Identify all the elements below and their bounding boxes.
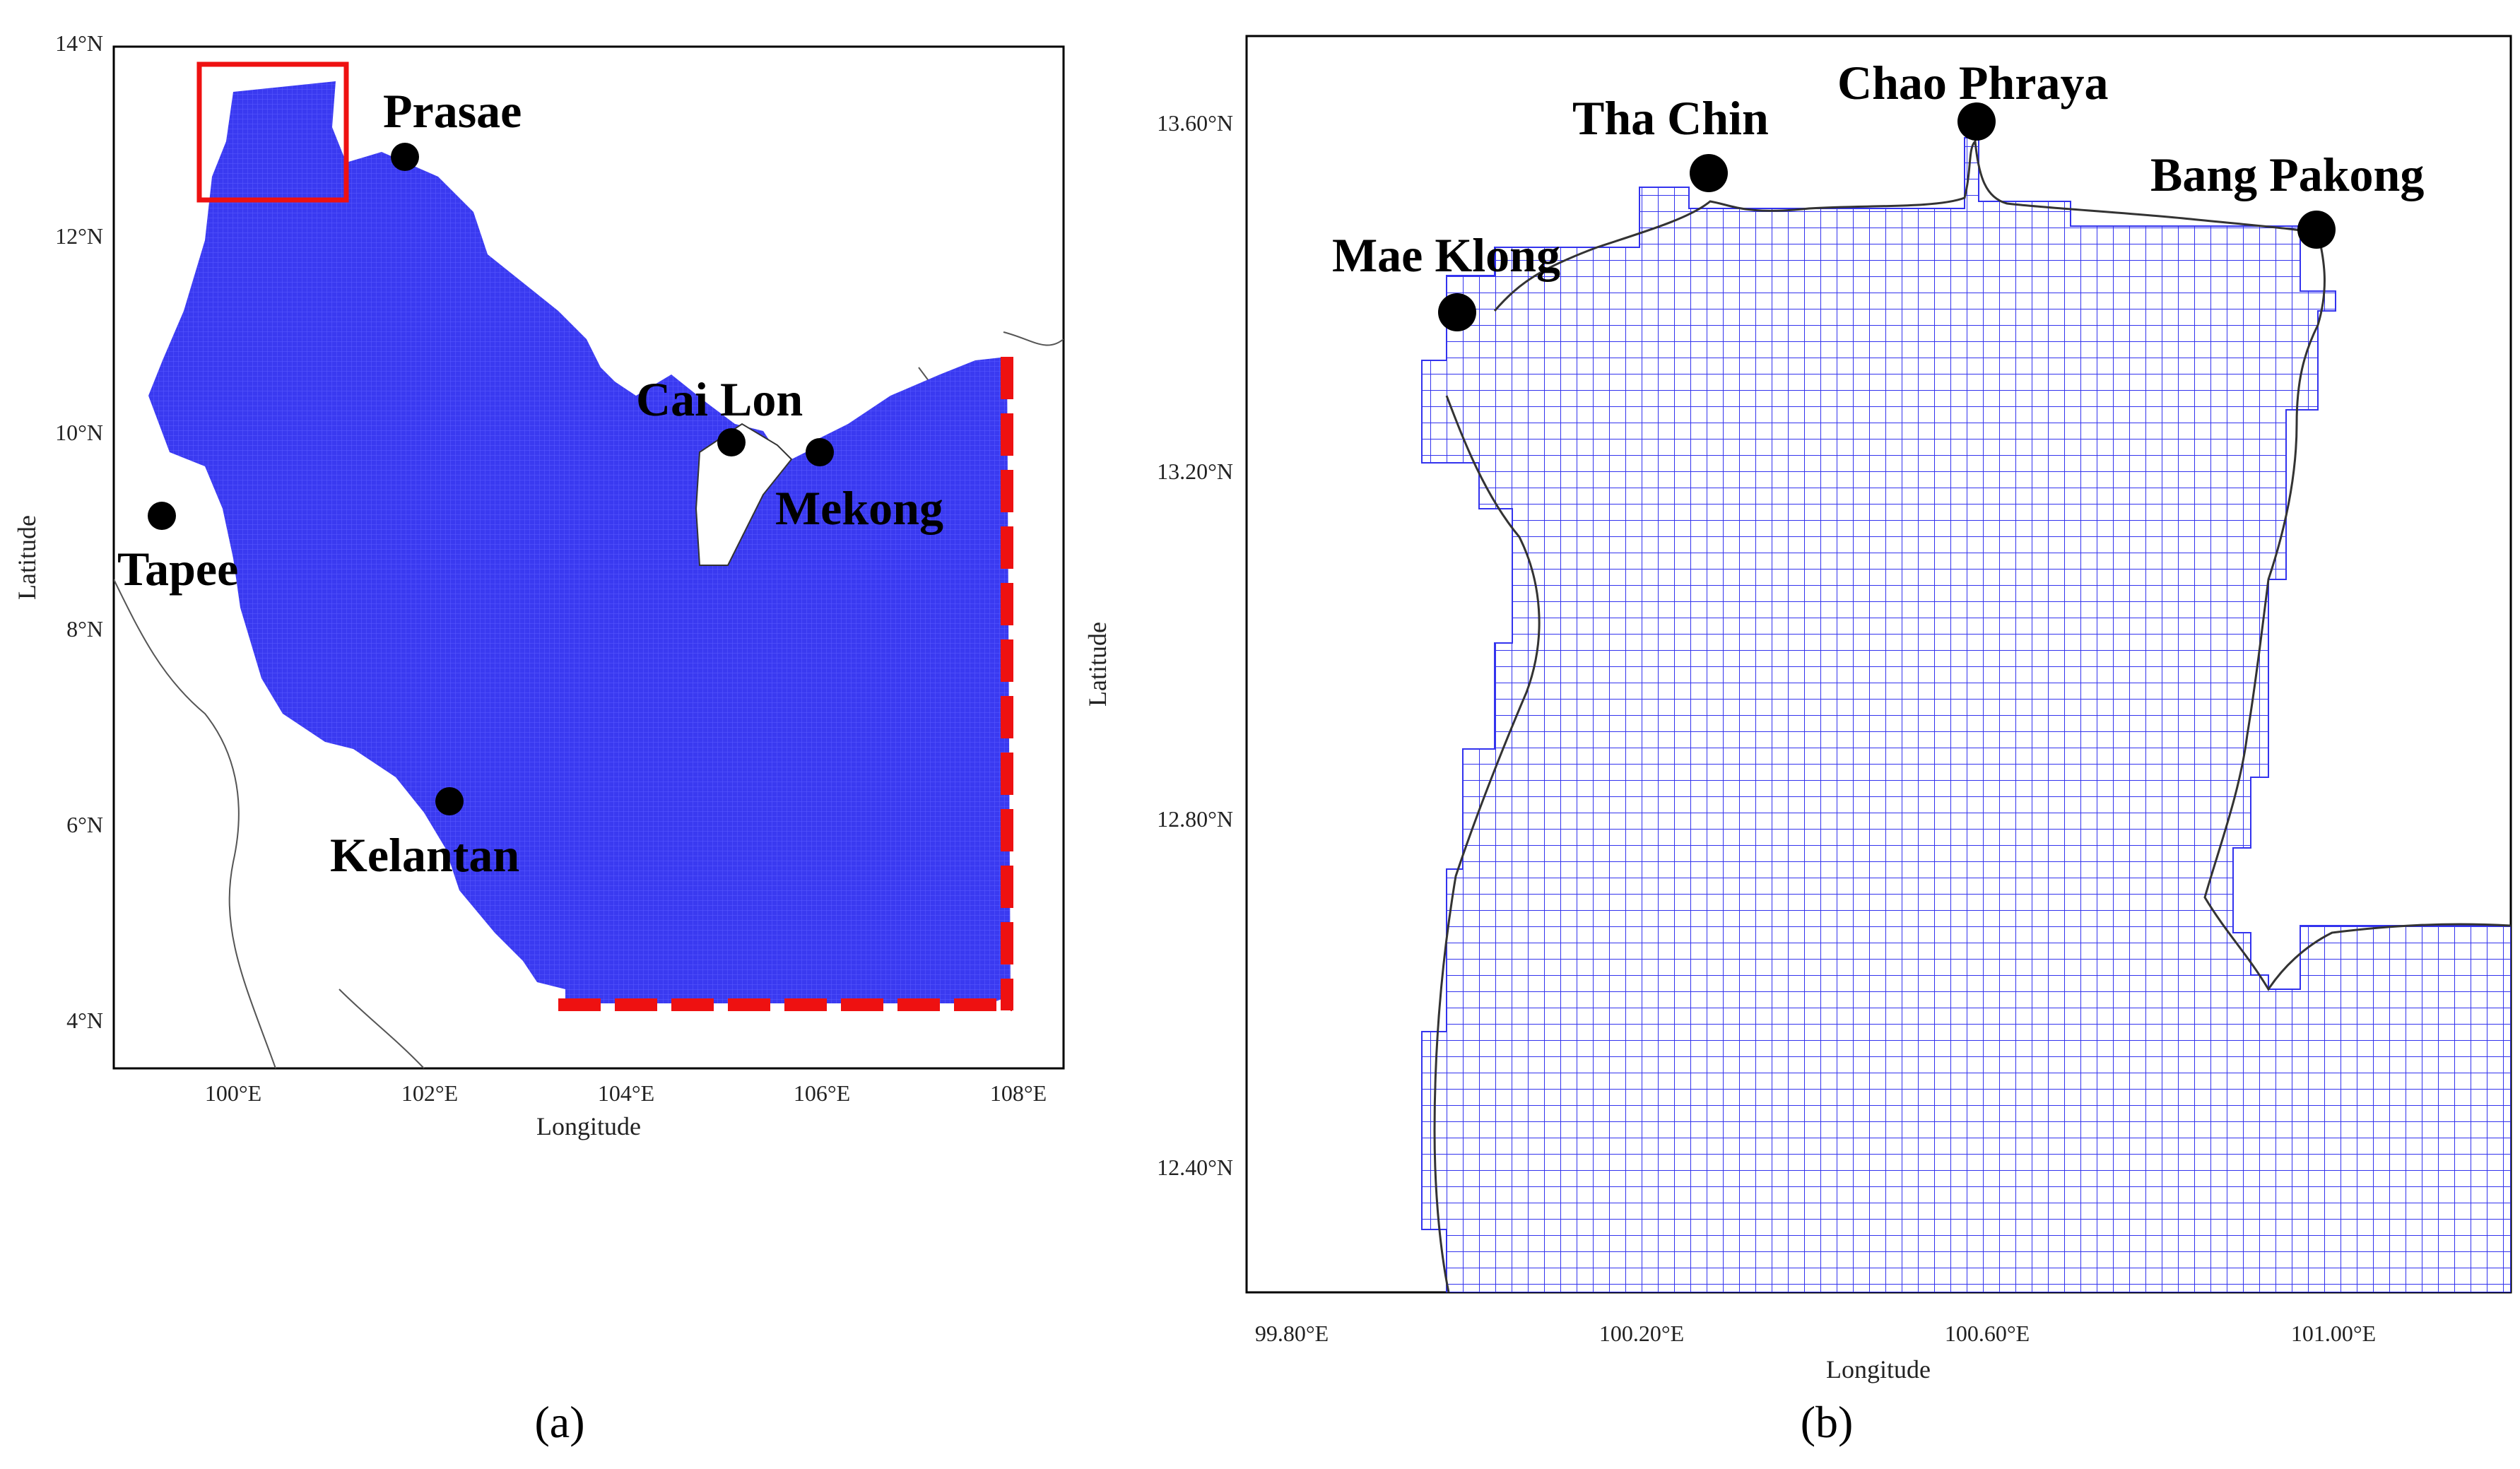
label-prasae: Prasae xyxy=(383,84,522,138)
label-tha-chin: Tha Chin xyxy=(1572,91,1769,145)
xtick-a-2: 104°E xyxy=(598,1080,654,1106)
marker-kelantan xyxy=(435,787,464,815)
gulf-water-mesh xyxy=(148,81,1011,1003)
ytick-b-3: 12.40°N xyxy=(1157,1155,1233,1180)
xtick-b-2: 100.60°E xyxy=(1945,1321,2030,1346)
label-mekong: Mekong xyxy=(775,481,943,535)
panel-a-xticks: 100°E 102°E 104°E 106°E 108°E xyxy=(205,1080,1047,1106)
label-tapee: Tapee xyxy=(117,542,238,596)
label-bang-pakong: Bang Pakong xyxy=(2150,148,2424,201)
marker-cai-lon xyxy=(717,428,746,456)
panel-b-xlabel: Longitude xyxy=(1826,1355,1931,1384)
xtick-b-3: 101.00°E xyxy=(2291,1321,2376,1346)
panel-a-map: 14°N 12°N 10°N 8°N 6°N 4°N 100°E 102°E 1… xyxy=(13,30,1065,1447)
marker-mae-klong xyxy=(1438,293,1476,331)
label-chao-phraya: Chao Phraya xyxy=(1837,56,2108,110)
marker-mekong xyxy=(806,438,834,466)
ytick-a-1: 12°N xyxy=(55,223,103,249)
ca-mau-peninsula xyxy=(695,423,793,566)
ytick-a-4: 6°N xyxy=(66,812,103,837)
panel-b-caption: (b) xyxy=(1801,1397,1854,1447)
zoom-region-box xyxy=(196,61,349,203)
xtick-a-0: 100°E xyxy=(205,1080,261,1106)
marker-prasae xyxy=(391,143,419,171)
ytick-a-3: 8°N xyxy=(66,616,103,642)
label-cai-lon: Cai Lon xyxy=(636,372,803,426)
label-mae-klong: Mae Klong xyxy=(1332,228,1560,282)
panel-b-xticks: 99.80°E 100.20°E 100.60°E 101.00°E xyxy=(1255,1321,2376,1346)
marker-tapee xyxy=(148,502,176,530)
ytick-a-2: 10°N xyxy=(55,420,103,445)
ytick-b-2: 12.80°N xyxy=(1157,806,1233,832)
ytick-a-0: 14°N xyxy=(55,30,103,56)
panel-b-ylabel: Latitude xyxy=(1083,622,1112,707)
xtick-a-1: 102°E xyxy=(401,1080,458,1106)
marker-tha-chin xyxy=(1690,154,1728,192)
label-kelantan: Kelantan xyxy=(330,828,519,882)
ytick-b-0: 13.60°N xyxy=(1157,110,1233,136)
marker-bang-pakong xyxy=(2297,211,2336,249)
panel-a-ylabel: Latitude xyxy=(13,515,41,600)
ytick-b-1: 13.20°N xyxy=(1157,459,1233,484)
marker-chao-phraya xyxy=(1957,102,1996,141)
xtick-a-4: 108°E xyxy=(990,1080,1047,1106)
land-coastline xyxy=(114,331,1064,1068)
panel-b-map: 13.60°N 13.20°N 12.80°N 12.40°N 99.80°E … xyxy=(1083,35,2512,1447)
xtick-b-1: 100.20°E xyxy=(1599,1321,1684,1346)
panel-a-xlabel: Longitude xyxy=(536,1112,641,1140)
panel-a-yticks: 14°N 12°N 10°N 8°N 6°N 4°N xyxy=(55,30,103,1033)
panel-a-caption: (a) xyxy=(534,1397,584,1447)
ytick-a-5: 4°N xyxy=(66,1008,103,1033)
xtick-a-3: 106°E xyxy=(794,1080,850,1106)
inner-gulf-mesh xyxy=(1421,137,2511,1292)
xtick-b-0: 99.80°E xyxy=(1255,1321,1329,1346)
panel-b-yticks: 13.60°N 13.20°N 12.80°N 12.40°N xyxy=(1157,110,1233,1180)
